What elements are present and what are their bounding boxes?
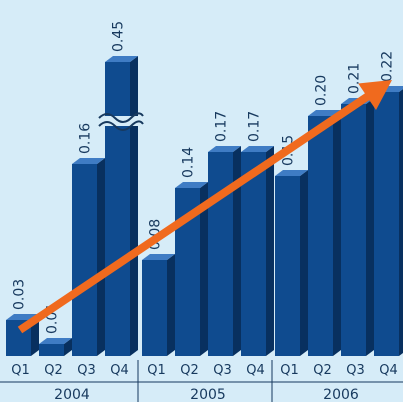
category-label-2004-q2: Q2 [44,363,63,378]
bar-2005-q4 [241,146,274,356]
bar-front [341,104,366,356]
category-label-2005-q1: Q1 [147,363,166,378]
bar-top [241,146,274,152]
bar-side [200,182,208,356]
value-label-2006-q3: 0.21 [347,63,363,94]
category-label-2005-q3: Q3 [213,363,232,378]
bar-front [275,176,300,356]
value-label-2005-q3: 0.17 [214,111,230,142]
bar-side [300,170,308,356]
bar-top [208,146,241,152]
value-label-2006-q4: 0.22 [380,51,396,82]
trend-arrow [17,80,393,334]
trend-arrow-shape [17,80,393,334]
bar-top [308,110,341,116]
year-label-2005: 2005 [190,387,226,402]
bar-side [167,254,175,356]
bar-2006-q3 [341,98,374,356]
bar-front [39,344,64,356]
bar-front [241,152,266,356]
category-label-2004-q1: Q1 [11,363,30,378]
bar-2004-q3 [72,158,105,356]
bar-front [308,116,333,356]
year-label-2004: 2004 [54,387,90,402]
bar-top [39,338,72,344]
value-label-2004-q1: 0.03 [12,279,28,310]
bar-top [142,254,175,260]
bar-front [208,152,233,356]
bar-2006-q4 [374,86,403,356]
bar-top [275,170,308,176]
value-label-2004-q4: 0.45 [111,21,127,52]
bar-side [266,146,274,356]
category-label-2006-q4: Q4 [379,363,398,378]
value-label-2004-q3: 0.16 [78,123,94,154]
value-label-2006-q2: 0.20 [314,75,330,106]
bar-2005-q3 [208,146,241,356]
bar-side [333,110,341,356]
category-label-2005-q2: Q2 [180,363,199,378]
value-label-2005-q4: 0.17 [247,111,263,142]
bar-2005-q1 [142,254,175,356]
bar-side [130,56,138,356]
bar-top [105,56,138,62]
category-label-2004-q4: Q4 [110,363,129,378]
category-label-2006-q1: Q1 [280,363,299,378]
bar-2004-q2 [39,338,72,356]
bar-front [142,260,167,356]
axis-break-mark-upper [98,112,144,123]
category-label-2006-q3: Q3 [346,363,365,378]
bar-side [366,98,374,356]
bar-top [175,182,208,188]
bar-side [233,146,241,356]
category-label-2006-q2: Q2 [313,363,332,378]
bar-2004-q4 [98,56,144,356]
category-label-2004-q3: Q3 [77,363,96,378]
axis-break-mark-lower [98,120,144,131]
bar-2006-q2 [308,110,341,356]
bar-front [374,92,399,356]
bar-side [399,89,403,356]
bar-top [72,158,105,164]
value-label-2005-q2: 0.14 [181,147,197,178]
bar-2006-q1 [275,170,308,356]
year-label-2006: 2006 [323,387,359,402]
bar-side [97,158,105,356]
category-label-2005-q4: Q4 [246,363,265,378]
category-axis: Q1 Q2 Q3 Q4 2004 Q1 Q2 Q3 Q4 2005 Q1 Q2 Q3 Q4 2006 [0,360,403,402]
bar-front [105,62,130,356]
bar-front [72,164,97,356]
